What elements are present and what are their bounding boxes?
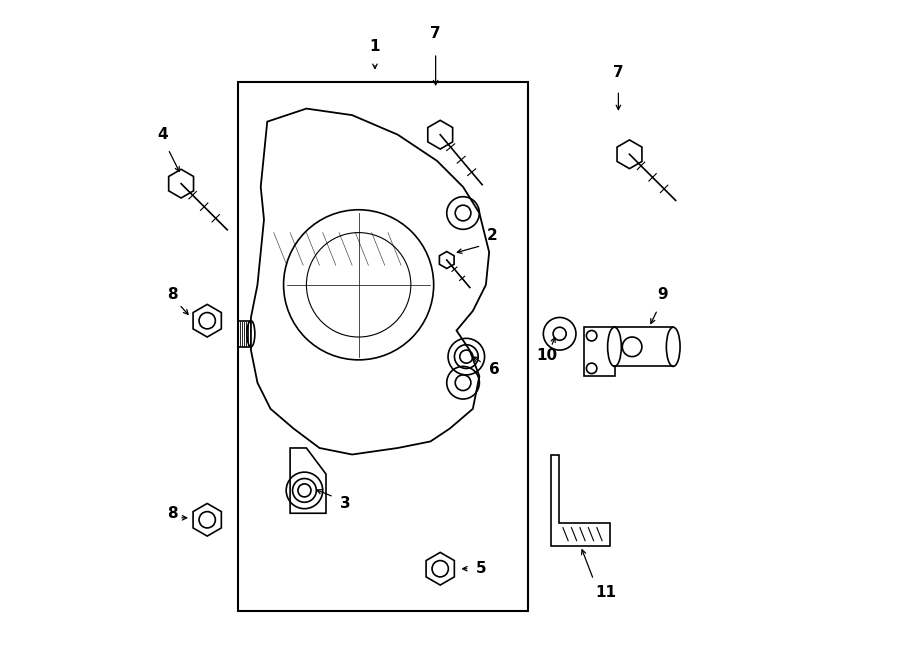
Text: 2: 2 bbox=[487, 228, 498, 243]
Ellipse shape bbox=[666, 327, 680, 366]
Text: 11: 11 bbox=[595, 586, 616, 600]
Bar bbox=[584, 327, 615, 376]
Text: 5: 5 bbox=[476, 561, 487, 576]
Text: 10: 10 bbox=[536, 348, 557, 363]
Text: 9: 9 bbox=[657, 287, 668, 302]
Text: 1: 1 bbox=[370, 39, 380, 54]
Bar bbox=[238, 83, 528, 611]
Text: 7: 7 bbox=[430, 26, 441, 41]
Text: 4: 4 bbox=[158, 127, 168, 142]
Text: 8: 8 bbox=[167, 506, 178, 521]
Text: 3: 3 bbox=[340, 496, 351, 511]
Text: 8: 8 bbox=[167, 287, 178, 302]
Text: 6: 6 bbox=[489, 362, 500, 377]
Ellipse shape bbox=[608, 327, 621, 366]
Text: 7: 7 bbox=[613, 65, 624, 80]
